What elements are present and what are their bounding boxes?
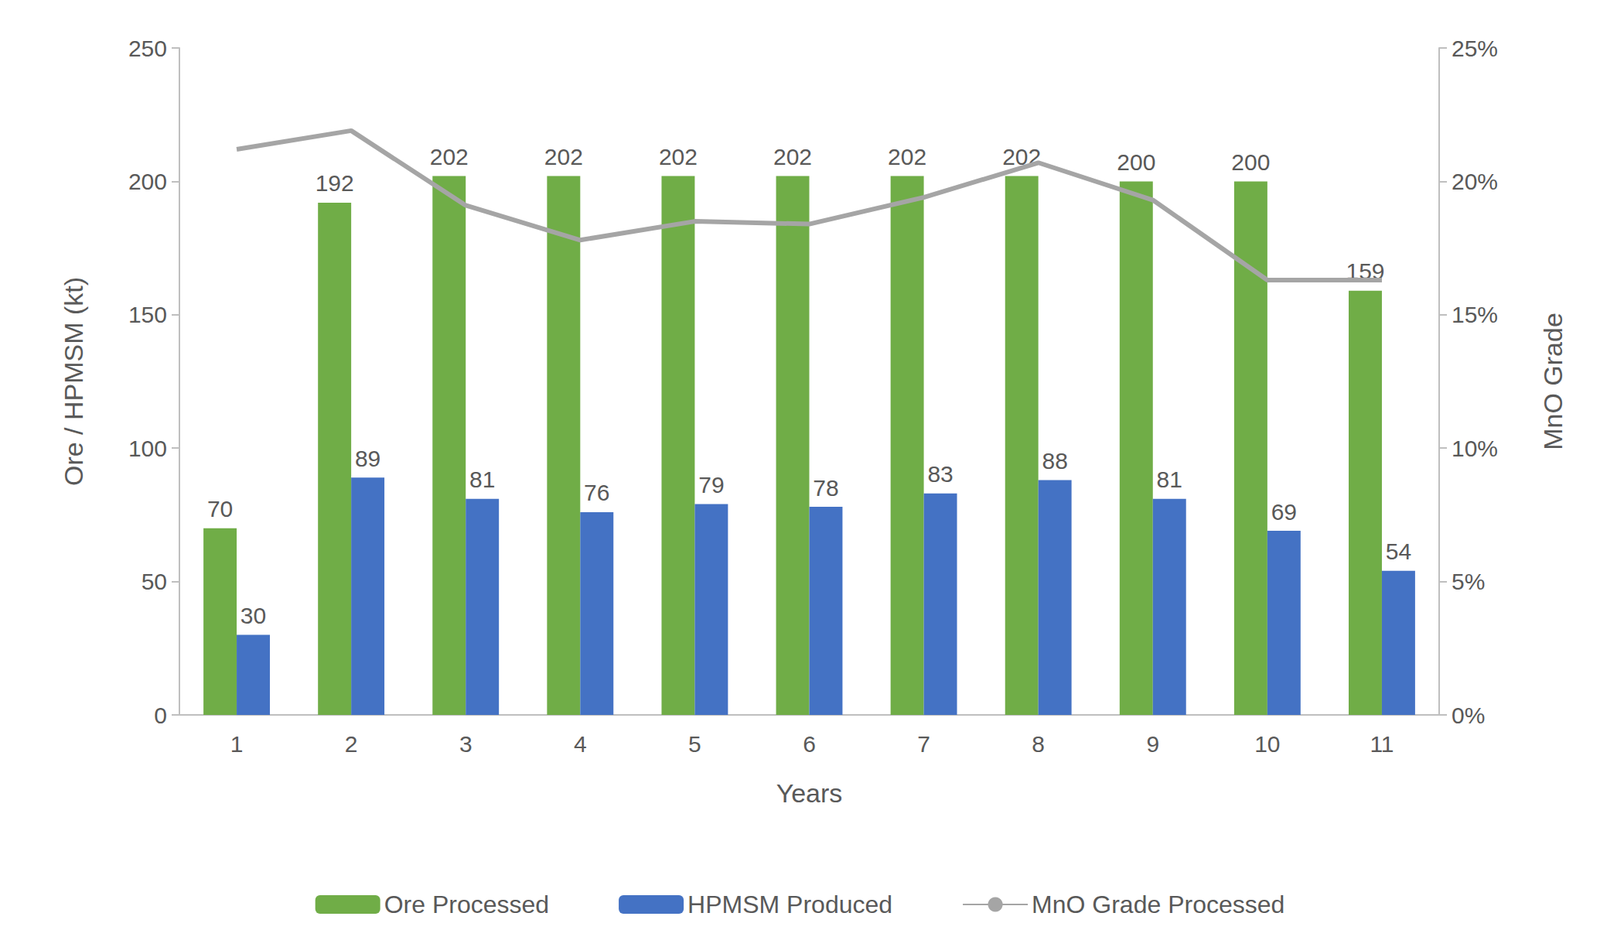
svg-text:200: 200 <box>1116 149 1156 175</box>
svg-text:200: 200 <box>1231 149 1270 175</box>
svg-text:69: 69 <box>1271 498 1297 525</box>
svg-text:Years: Years <box>776 777 843 808</box>
svg-text:11: 11 <box>1369 730 1394 757</box>
svg-text:2: 2 <box>344 730 359 757</box>
svg-text:3: 3 <box>459 730 473 757</box>
svg-text:100: 100 <box>128 435 168 461</box>
svg-text:202: 202 <box>658 143 698 170</box>
svg-text:50: 50 <box>141 568 168 594</box>
svg-text:250: 250 <box>128 35 168 62</box>
svg-text:MnO Grade Processed: MnO Grade Processed <box>1031 890 1285 918</box>
svg-text:70: 70 <box>207 495 233 522</box>
svg-text:Ore / HPMSM (kt): Ore / HPMSM (kt) <box>58 276 89 486</box>
svg-text:20%: 20% <box>1451 168 1498 195</box>
svg-text:202: 202 <box>773 143 812 170</box>
svg-text:81: 81 <box>469 466 495 492</box>
svg-text:9: 9 <box>1146 730 1160 757</box>
svg-text:Ore Processed: Ore Processed <box>384 890 550 918</box>
svg-text:MnO Grade: MnO Grade <box>1538 312 1568 451</box>
svg-text:5: 5 <box>688 730 702 757</box>
svg-text:202: 202 <box>429 143 469 170</box>
svg-text:5%: 5% <box>1451 568 1485 594</box>
svg-text:25%: 25% <box>1451 35 1498 62</box>
svg-text:83: 83 <box>927 460 953 487</box>
svg-text:10%: 10% <box>1451 435 1498 461</box>
svg-text:1: 1 <box>230 730 244 757</box>
svg-text:4: 4 <box>573 730 587 757</box>
svg-text:54: 54 <box>1385 538 1412 564</box>
svg-text:HPMSM Produced: HPMSM Produced <box>687 890 893 918</box>
svg-text:7: 7 <box>917 730 931 757</box>
svg-text:159: 159 <box>1345 258 1385 285</box>
svg-text:15%: 15% <box>1451 301 1498 328</box>
svg-text:30: 30 <box>240 602 267 628</box>
svg-text:89: 89 <box>354 445 381 471</box>
svg-text:76: 76 <box>583 479 610 505</box>
svg-text:79: 79 <box>698 471 724 498</box>
svg-text:8: 8 <box>1031 730 1045 757</box>
svg-text:202: 202 <box>887 143 927 170</box>
svg-text:78: 78 <box>812 474 839 501</box>
svg-text:150: 150 <box>128 301 168 328</box>
svg-text:202: 202 <box>544 143 584 170</box>
svg-text:81: 81 <box>1156 466 1183 492</box>
svg-text:0: 0 <box>153 702 168 728</box>
svg-text:10: 10 <box>1254 730 1280 757</box>
svg-text:200: 200 <box>128 168 168 195</box>
svg-text:6: 6 <box>802 730 816 757</box>
svg-text:192: 192 <box>315 170 355 196</box>
svg-text:88: 88 <box>1041 447 1068 474</box>
svg-text:0%: 0% <box>1451 702 1485 728</box>
svg-text:202: 202 <box>1002 143 1042 170</box>
